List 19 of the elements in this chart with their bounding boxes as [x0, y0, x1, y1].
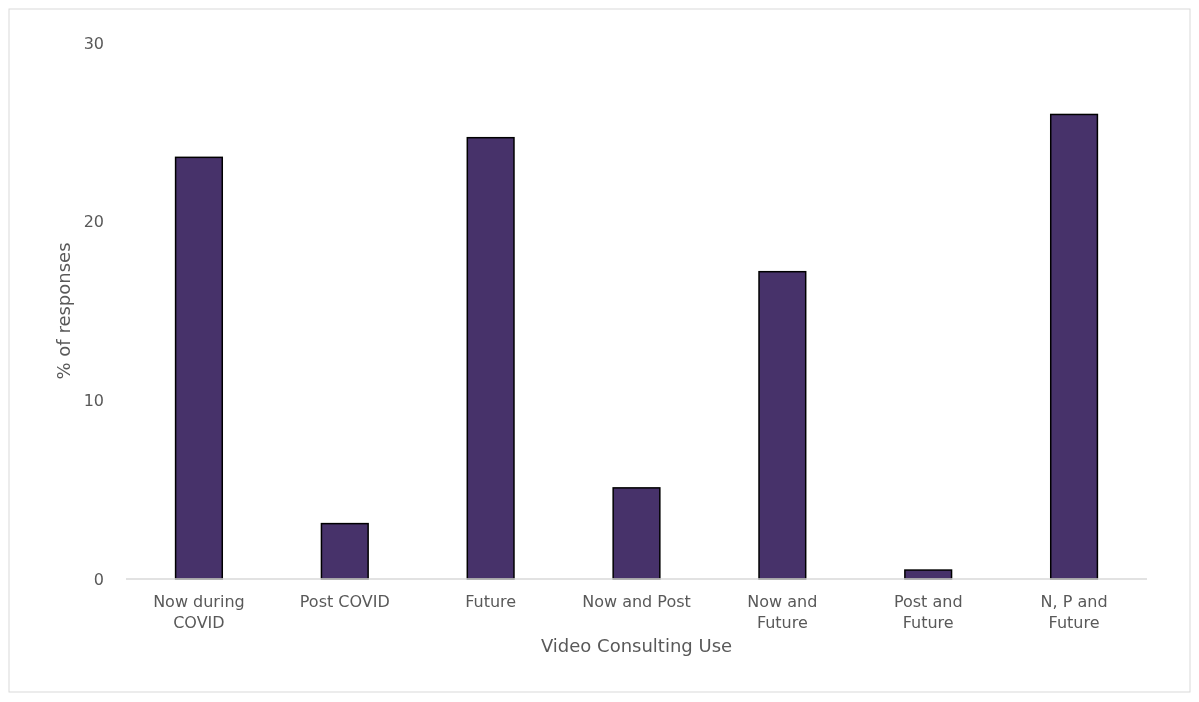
- x-tick-label: Now during COVID: [153, 592, 245, 632]
- y-tick-label: 30: [83, 33, 104, 53]
- bar: [466, 136, 515, 580]
- x-tick-label: Post COVID: [299, 592, 390, 611]
- y-tick-label: 0: [93, 569, 104, 589]
- x-tick-label: Post and Future: [893, 592, 963, 632]
- x-tick-label: Now and Future: [747, 592, 818, 632]
- bar: [174, 156, 224, 580]
- bar: [758, 270, 807, 580]
- x-axis-title: Video Consulting Use: [540, 635, 733, 656]
- x-tick-label: N, P and Future: [1040, 592, 1108, 632]
- y-tick-label: 20: [83, 212, 104, 232]
- y-axis-title: % of responses: [53, 242, 74, 380]
- y-tick-label: 10: [83, 390, 104, 410]
- bar: [1049, 113, 1099, 580]
- x-tick-label: Now and Post: [582, 592, 691, 611]
- bar: [320, 522, 369, 580]
- x-tick-label: Future: [465, 592, 517, 611]
- bar: [612, 487, 661, 580]
